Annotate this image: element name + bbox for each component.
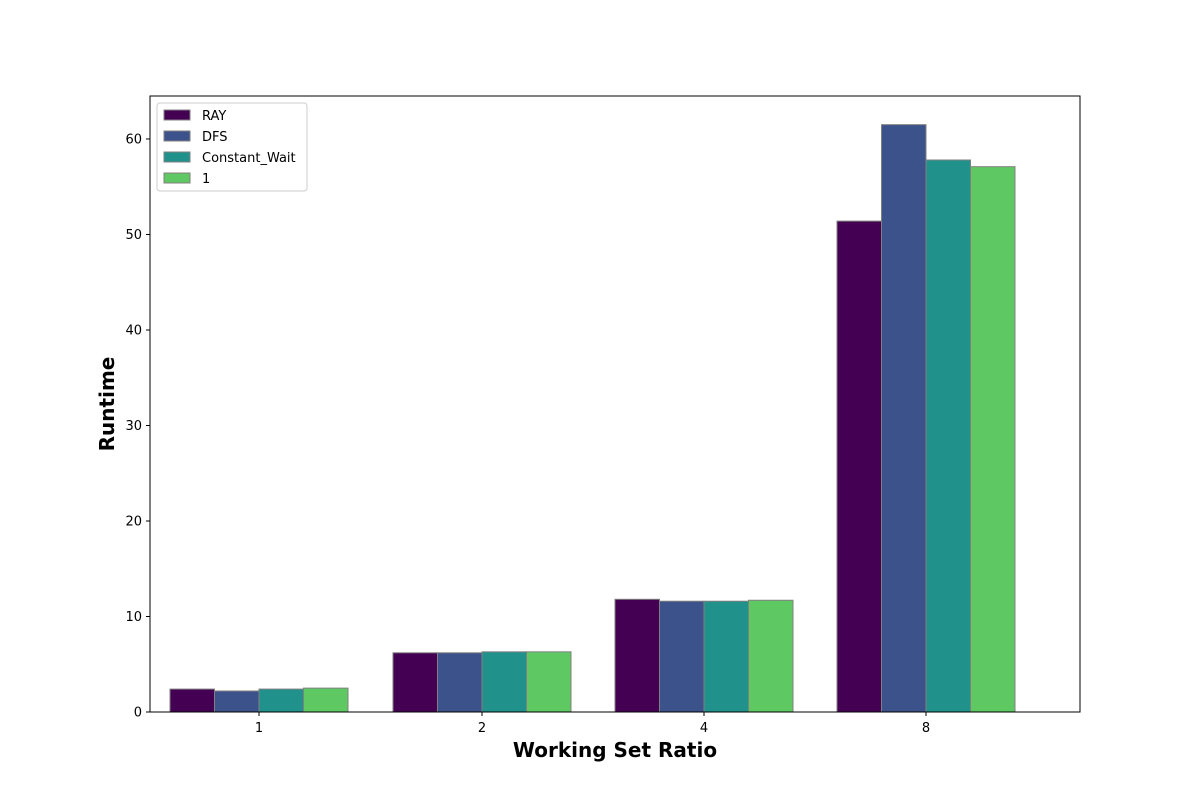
- x-tick-label: 4: [700, 721, 708, 736]
- legend-box: [156, 102, 308, 192]
- x-tick-label: 1: [255, 721, 263, 736]
- x-tick-label: 8: [922, 721, 930, 736]
- legend-label: DFS: [202, 130, 228, 145]
- y-axis: 0 10 20 30 40 50 60: [125, 132, 150, 721]
- bar-1-1: [303, 687, 349, 713]
- x-axis-title: Working Set Ratio: [513, 738, 717, 762]
- plot-frame: [149, 95, 1081, 713]
- legend-label: Constant_Wait: [202, 151, 296, 166]
- bar-ray-2: [392, 652, 438, 713]
- x-tick-label: 2: [478, 721, 486, 736]
- legend-label: 1: [202, 172, 210, 187]
- bar-constant-wait-2: [481, 651, 527, 713]
- y-tick-label: 30: [125, 419, 142, 434]
- bar-dfs-1: [214, 690, 260, 713]
- legend-swatch: [163, 172, 191, 184]
- bar-dfs-4: [659, 600, 705, 713]
- y-tick-label: 0: [134, 706, 142, 721]
- bar-dfs-8: [881, 124, 927, 713]
- bar-ray-4: [614, 598, 660, 713]
- bar-ray-8: [836, 220, 882, 713]
- bar-dfs-2: [437, 652, 483, 713]
- y-tick-label: 10: [125, 610, 142, 625]
- bar-1-8: [970, 166, 1016, 713]
- legend-swatch: [163, 130, 191, 142]
- bar-1-4: [748, 599, 794, 713]
- legend-swatch: [163, 151, 191, 163]
- y-axis-title: Runtime: [95, 357, 119, 452]
- bar-ray-1: [169, 688, 215, 713]
- legend-swatch: [163, 109, 191, 121]
- bar-constant-wait-1: [258, 688, 304, 713]
- bar-constant-wait-4: [703, 600, 749, 713]
- bar-1-2: [526, 651, 572, 713]
- bars-group: [169, 124, 1016, 713]
- y-tick-label: 50: [125, 228, 142, 243]
- y-tick-label: 40: [125, 323, 142, 338]
- y-tick-label: 20: [125, 514, 142, 529]
- x-axis: 1 2 4 8: [255, 712, 930, 736]
- legend-label: RAY: [202, 109, 226, 124]
- legend: RAY DFS Constant_Wait 1: [156, 102, 308, 192]
- bar-constant-wait-8: [925, 159, 971, 713]
- y-tick-label: 60: [125, 132, 142, 147]
